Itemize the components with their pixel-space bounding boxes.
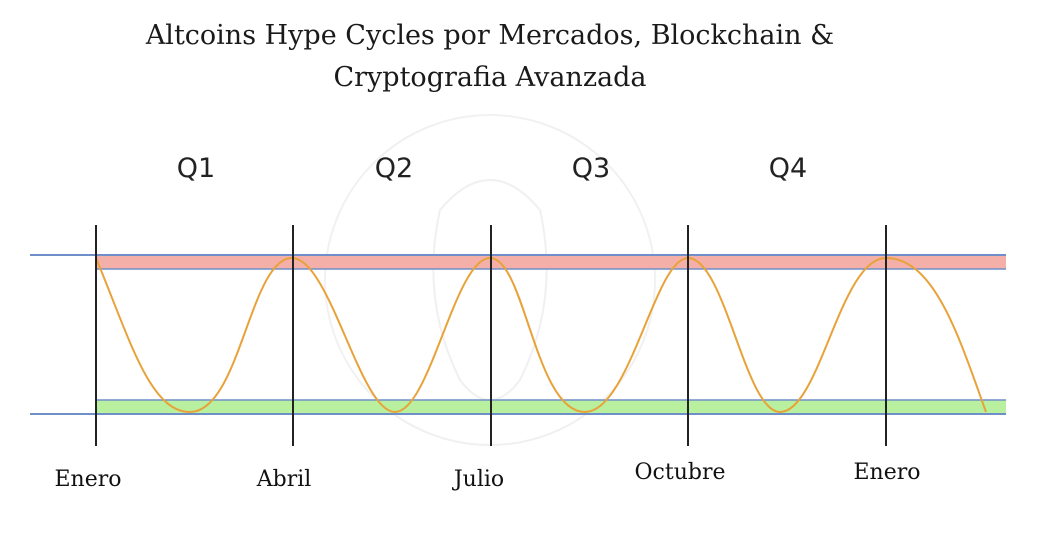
hype-cycle-curve xyxy=(95,256,987,414)
top-band xyxy=(96,255,1006,269)
bottom-band xyxy=(96,400,1006,414)
quarter-label-q2: Q2 xyxy=(375,153,413,184)
month-label-enero: Enero xyxy=(54,467,121,492)
diagram-title-line-1: Altcoins Hype Cycles por Mercados, Block… xyxy=(145,20,835,51)
quarter-label-q4: Q4 xyxy=(769,153,807,184)
month-label-abril: Abril xyxy=(256,467,312,492)
quarter-label-q3: Q3 xyxy=(572,153,610,184)
month-label-enero-end: Enero xyxy=(853,460,920,485)
month-label-octubre: Octubre xyxy=(635,460,726,485)
month-label-julio: Julio xyxy=(452,467,504,492)
diagram-title-line-2: Cryptografia Avanzada xyxy=(333,62,647,93)
quarter-label-q1: Q1 xyxy=(177,153,215,184)
